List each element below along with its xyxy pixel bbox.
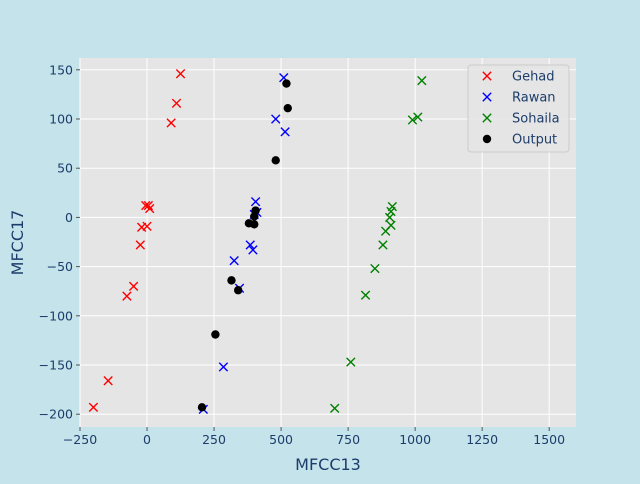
data-point-sohaila bbox=[378, 240, 388, 250]
data-point-rawan bbox=[245, 240, 255, 250]
x-axis-ticks: −250 0 250 500 750 1000 1250 1500 bbox=[63, 427, 565, 447]
data-point-rawan bbox=[218, 362, 229, 372]
data-point-rawan bbox=[248, 245, 258, 255]
data-point-rawan bbox=[250, 196, 261, 207]
data-point-output bbox=[197, 403, 207, 412]
data-point-output bbox=[250, 220, 259, 229]
y-tick-label: −200 bbox=[39, 407, 73, 422]
legend-marker-output bbox=[482, 134, 492, 144]
data-point-sohaila bbox=[380, 226, 391, 236]
data-point-sohaila bbox=[384, 212, 395, 223]
y-tick-label: −50 bbox=[47, 259, 73, 274]
y-axis-ticks: −200 −150 −100 −50 0 50 100 150 bbox=[39, 62, 80, 422]
legend-marker-rawan bbox=[482, 92, 492, 102]
data-point-gehad bbox=[142, 221, 152, 231]
y-tick-label: 150 bbox=[49, 62, 73, 77]
x-tick-label: 750 bbox=[336, 432, 360, 447]
data-point-sohaila bbox=[346, 357, 356, 367]
data-point-output bbox=[211, 330, 220, 339]
data-point-gehad bbox=[143, 200, 154, 211]
y-tick-label: −150 bbox=[39, 358, 73, 373]
x-tick-label: 500 bbox=[269, 432, 293, 447]
y-tick-label: −100 bbox=[39, 308, 73, 323]
y-tick-label: 50 bbox=[57, 161, 73, 176]
legend-box bbox=[467, 64, 570, 153]
y-tick-label: 100 bbox=[49, 112, 73, 127]
data-point-gehad bbox=[128, 281, 139, 291]
data-point-gehad bbox=[171, 98, 182, 108]
data-point-gehad bbox=[166, 118, 176, 128]
data-point-output bbox=[282, 79, 291, 88]
data-point-sohaila bbox=[370, 263, 380, 274]
data-point-output bbox=[250, 212, 259, 221]
data-point-sohaila bbox=[417, 75, 427, 86]
data-point-sohaila bbox=[386, 206, 396, 217]
x-tick-label: −250 bbox=[63, 432, 97, 447]
x-tick-label: 1500 bbox=[533, 432, 565, 447]
data-point-output bbox=[233, 286, 243, 295]
x-tick-label: 1000 bbox=[399, 432, 431, 447]
data-point-rawan bbox=[229, 256, 239, 266]
data-point-output bbox=[227, 276, 236, 285]
data-point-gehad bbox=[88, 402, 99, 413]
x-tick-label: 0 bbox=[143, 432, 151, 447]
data-point-sohaila bbox=[413, 112, 423, 122]
x-axis-label: MFCC13 bbox=[295, 455, 361, 474]
data-point-sohaila bbox=[330, 403, 340, 413]
legend-marker-sohaila bbox=[482, 113, 492, 123]
data-point-output bbox=[271, 156, 280, 165]
data-point-sohaila bbox=[360, 290, 371, 300]
data-point-sohaila bbox=[407, 115, 418, 125]
data-point-gehad bbox=[135, 240, 146, 250]
legend: Gehad Rawan Sohaila Output bbox=[467, 64, 570, 153]
y-tick-label: 0 bbox=[65, 210, 73, 225]
data-point-gehad bbox=[140, 200, 151, 211]
x-tick-label: 250 bbox=[202, 432, 226, 447]
legend-label: Sohaila bbox=[512, 112, 560, 127]
legend-label: Output bbox=[512, 133, 557, 148]
data-point-gehad bbox=[175, 69, 186, 79]
data-point-gehad bbox=[122, 291, 132, 301]
data-point-output bbox=[283, 103, 292, 113]
data-point-rawan bbox=[280, 127, 290, 137]
legend-marker-gehad bbox=[482, 71, 492, 81]
data-point-gehad bbox=[103, 376, 113, 386]
data-marks bbox=[88, 69, 427, 414]
legend-label: Gehad bbox=[512, 70, 555, 85]
data-point-rawan bbox=[271, 114, 281, 124]
x-tick-label: 1250 bbox=[466, 432, 498, 447]
data-point-gehad bbox=[145, 203, 155, 214]
y-axis-label: MFCC17 bbox=[8, 210, 27, 276]
legend-label: Rawan bbox=[512, 91, 556, 106]
